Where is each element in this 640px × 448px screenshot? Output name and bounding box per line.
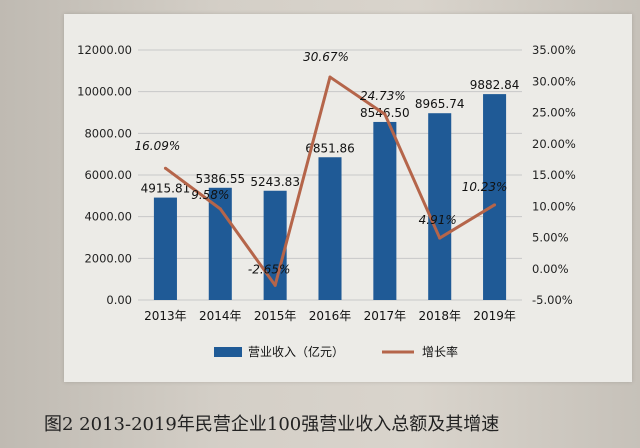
revenue-bar <box>263 190 287 300</box>
growth-rate-data-label: 24.73% <box>360 89 406 103</box>
growth-rate-point <box>218 207 222 211</box>
x-axis-category-label: 2013年 <box>144 309 187 323</box>
revenue-bar <box>373 121 397 301</box>
growth-rate-point <box>328 75 332 79</box>
left-axis-tick-label: 8000.00 <box>84 126 132 140</box>
x-axis-category-label: 2015年 <box>254 309 297 323</box>
legend-bar-swatch <box>214 347 242 357</box>
growth-rate-point <box>383 112 387 116</box>
revenue-bar <box>153 197 177 300</box>
revenue-data-label: 6851.86 <box>305 141 355 155</box>
growth-rate-point <box>273 283 277 287</box>
right-axis-tick-label: -5.00% <box>532 293 573 307</box>
right-axis-tick-label: 15.00% <box>532 168 576 182</box>
growth-rate-data-label: 10.23% <box>462 180 508 194</box>
right-axis-tick-label: 35.00% <box>532 43 576 57</box>
revenue-data-label: 8965.74 <box>415 97 465 111</box>
revenue-data-label: 5243.83 <box>250 175 300 189</box>
right-axis-tick-label: 5.00% <box>532 231 569 245</box>
right-axis-tick-label: 10.00% <box>532 199 576 213</box>
growth-rate-data-label: -2.65% <box>248 262 290 276</box>
legend-bar-label: 营业收入（亿元） <box>248 344 344 359</box>
right-axis-tick-label: 25.00% <box>532 106 576 120</box>
revenue-data-label: 5386.55 <box>195 172 245 186</box>
revenue-bar <box>428 113 452 301</box>
left-axis-tick-label: 4000.00 <box>84 210 132 224</box>
revenue-bar <box>483 94 507 300</box>
right-axis-tick-label: 0.00% <box>532 262 569 276</box>
x-axis-category-label: 2017年 <box>364 309 407 323</box>
growth-rate-data-label: 30.67% <box>303 50 349 64</box>
x-axis-category-label: 2016年 <box>309 309 352 323</box>
x-axis-category-label: 2019年 <box>473 309 516 323</box>
right-axis-tick-label: 20.00% <box>532 137 576 151</box>
x-axis-category-label: 2018年 <box>418 309 461 323</box>
growth-rate-point <box>493 203 497 207</box>
growth-rate-point <box>163 166 167 170</box>
right-axis-tick-label: 30.00% <box>532 74 576 88</box>
left-axis-tick-label: 12000.00 <box>77 43 132 57</box>
growth-rate-data-label: 16.09% <box>135 139 181 153</box>
revenue-growth-chart: 0.00 2000.00 4000.00 6000.00 8000.00 10000.00… <box>77 43 576 359</box>
x-axis-category-label: 2014年 <box>199 309 242 323</box>
revenue-bar <box>318 157 342 300</box>
growth-rate-data-label: 9.58% <box>191 188 229 202</box>
left-axis-tick-label: 6000.00 <box>84 168 132 182</box>
growth-rate-point <box>438 236 442 240</box>
legend-line-label: 增长率 <box>422 344 458 359</box>
chart-panel: 0.00 2000.00 4000.00 6000.00 8000.00 10000.00… <box>64 14 632 382</box>
left-axis-tick-label: 0.00 <box>106 293 132 307</box>
figure-caption: 图2 2013-2019年民营企业100强营业收入总额及其增速 <box>44 414 500 435</box>
revenue-data-label: 9882.84 <box>470 78 520 92</box>
left-axis-tick-label: 10000.00 <box>77 85 132 99</box>
revenue-data-label: 4915.81 <box>141 182 191 196</box>
growth-rate-data-label: 4.91% <box>419 213 457 227</box>
left-axis-tick-label: 2000.00 <box>84 251 132 265</box>
